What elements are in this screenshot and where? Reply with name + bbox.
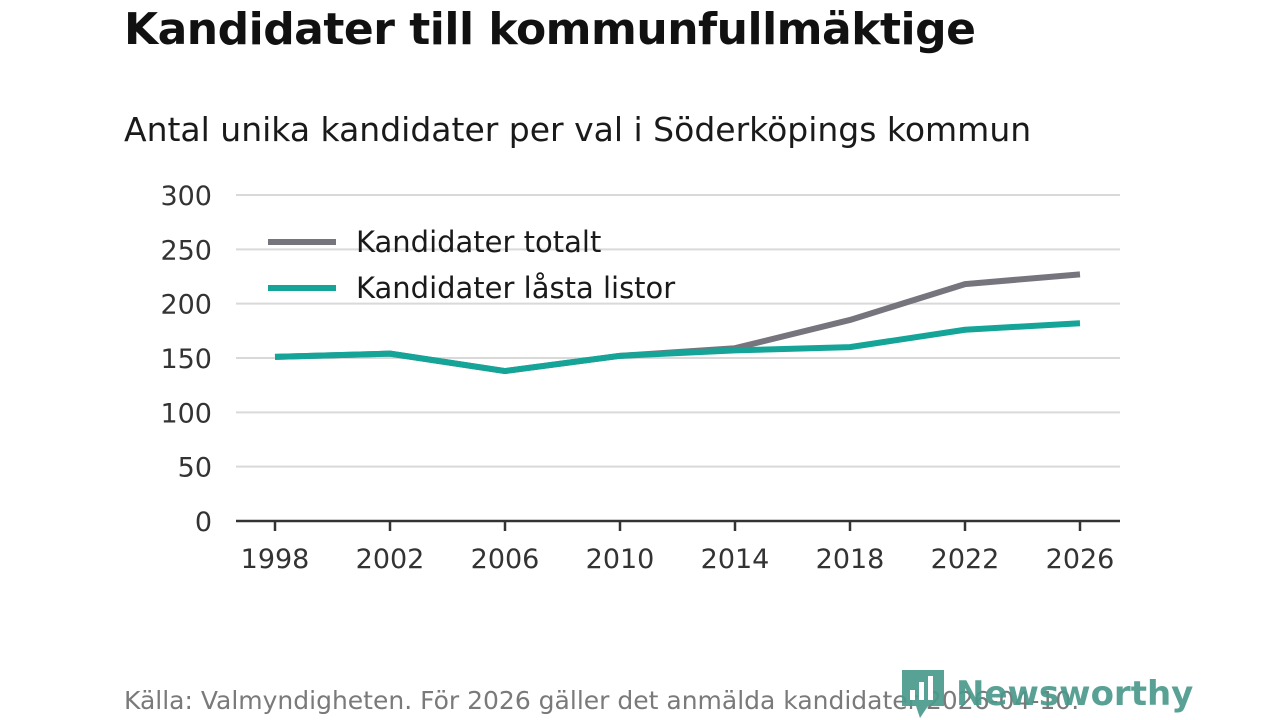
brand-logo: Newsworthy: [902, 670, 1193, 718]
y-tick-label: 100: [160, 398, 212, 429]
legend-label: Kandidater totalt: [356, 225, 601, 259]
legend: Kandidater totalt Kandidater låsta listor: [268, 225, 675, 305]
x-tick-label: 2010: [586, 544, 655, 575]
x-tick-label: 2018: [816, 544, 885, 575]
x-tick-label: 2014: [701, 544, 770, 575]
chart-subtitle: Antal unika kandidater per val i Söderkö…: [124, 110, 1032, 149]
x-tick-label: 2022: [931, 544, 1000, 575]
y-tick-label: 200: [160, 290, 212, 321]
chart-title: Kandidater till kommunfullmäktige: [124, 4, 976, 55]
newsworthy-logo-icon: [902, 670, 944, 718]
axes: 0 50 100 150 200 250 300 1998 2002 2006 2010 2014 20…: [160, 181, 1120, 575]
y-tick-label: 250: [160, 235, 212, 266]
x-tick-label: 2006: [471, 544, 540, 575]
x-tick-label: 1998: [241, 544, 310, 575]
brand-name: Newsworthy: [956, 674, 1194, 714]
x-tick-label: 2026: [1046, 544, 1115, 575]
legend-label: Kandidater låsta listor: [356, 271, 675, 305]
series-lines: [274, 271, 1081, 375]
x-tick-label: 2002: [356, 544, 425, 575]
y-tick-label: 150: [160, 344, 212, 375]
grid-lines: [236, 194, 1120, 468]
y-tick-label: 300: [160, 181, 212, 212]
series-line-locked-lists: [274, 320, 1081, 375]
y-tick-label: 0: [195, 507, 212, 538]
y-tick-label: 50: [178, 453, 212, 484]
